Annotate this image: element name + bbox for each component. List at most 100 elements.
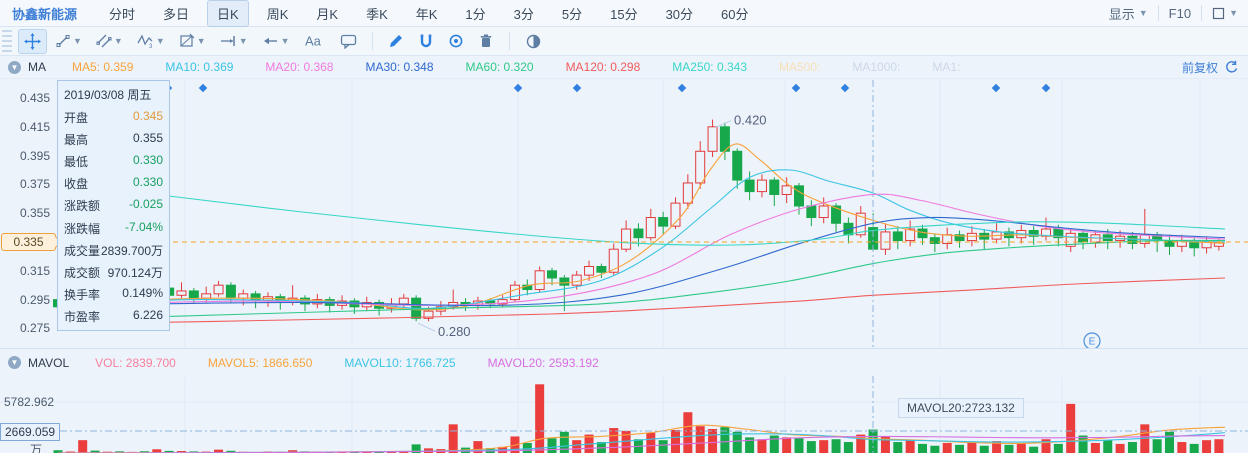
ray-tool-icon[interactable]: ▼	[214, 29, 254, 53]
event-diamond-icon[interactable]	[791, 83, 801, 93]
volume-bar	[1029, 446, 1039, 453]
mavol-item-2: MAVOL10: 1766.725	[344, 355, 456, 370]
channel-tool-icon[interactable]: ▼	[90, 29, 129, 53]
candle-body	[497, 299, 508, 305]
pattern-tool-icon[interactable]: ▼	[173, 29, 212, 53]
tab-1分[interactable]: 1分	[465, 6, 486, 22]
volume-bar	[621, 430, 631, 453]
tab-30分[interactable]: 30分	[665, 6, 694, 22]
volume-bar	[1214, 439, 1224, 453]
event-circle-icon[interactable]	[1083, 332, 1101, 348]
candle-body	[756, 179, 767, 193]
ma-item-7: MA500:	[779, 60, 821, 74]
wave-tool-icon[interactable]: 3 ▼	[131, 29, 171, 53]
candle-body	[806, 205, 817, 219]
tab-5分[interactable]: 5分	[561, 6, 583, 22]
tab-60分[interactable]: 60分	[721, 6, 749, 22]
ma-item-0: MA5: 0.359	[72, 60, 134, 74]
candle-body	[831, 205, 842, 224]
volume-bar	[1041, 439, 1051, 453]
divider	[371, 32, 373, 50]
mavol-values: VOL: 2839.700 MAVOL5: 1866.650 MAVOL10: 17…	[95, 356, 631, 370]
volume-chart-pane[interactable]: 5782.962 2669.059 万	[0, 376, 1248, 453]
event-diamond-icon[interactable]	[991, 83, 1001, 93]
volume-bar	[806, 441, 816, 453]
volume-bar	[819, 440, 829, 453]
volume-bar	[53, 450, 63, 453]
volume-bar	[658, 440, 668, 453]
event-diamond-icon[interactable]	[513, 83, 523, 93]
volume-bar	[609, 428, 619, 453]
ma-item-8: MA1000:	[852, 60, 901, 74]
tooltip-row: 最高 0.355	[64, 130, 163, 147]
price-axis-label: 0.415	[19, 119, 50, 134]
ma-item-6: MA250: 0.343	[672, 60, 747, 74]
collapse-mavol-icon[interactable]: ▼	[8, 356, 21, 369]
ma-item-3: MA30: 0.348	[365, 60, 434, 74]
chevron-down-icon: ▼	[1138, 8, 1148, 18]
trash-tool-icon[interactable]	[472, 29, 500, 53]
ma-item-9: MA1:	[932, 60, 961, 74]
volume-chart[interactable]	[0, 376, 1248, 453]
volume-bar	[1115, 443, 1125, 453]
tab-分时[interactable]: 分时	[109, 6, 136, 22]
trendline-tool-icon[interactable]: ▼	[49, 29, 88, 53]
arrow-left-tool-icon[interactable]: ▼	[256, 29, 296, 53]
volume-bar	[1090, 442, 1100, 453]
event-diamond-icon[interactable]	[1041, 83, 1051, 93]
tooltip-row: 换手率 0.149%	[64, 286, 163, 303]
tab-15分[interactable]: 15分	[610, 6, 638, 22]
volume-bar	[856, 434, 866, 453]
pan-tool-icon[interactable]	[18, 28, 47, 54]
contrast-tool-icon[interactable]	[519, 29, 548, 54]
volume-bar	[386, 451, 396, 453]
volume-bar	[720, 427, 730, 453]
candle-body	[966, 232, 977, 242]
candlestick-chart[interactable]: 0.420 0.280 E	[0, 79, 1248, 348]
volume-bar	[967, 442, 977, 453]
candle-body	[732, 150, 743, 181]
event-diamond-icon[interactable]	[572, 83, 582, 93]
chevron-down-icon: ▼	[155, 36, 165, 46]
candle-body	[658, 217, 669, 227]
tab-日K[interactable]: 日K	[207, 0, 249, 27]
volume-bar	[78, 440, 88, 453]
text-tool-icon[interactable]: Aa	[298, 29, 332, 53]
target-tool-icon[interactable]	[442, 29, 470, 53]
tooltip-row: 涨跌额 -0.025	[64, 197, 163, 214]
candle-body	[707, 126, 718, 152]
chevron-down-icon: ▼	[280, 36, 290, 46]
candle-body	[621, 228, 632, 250]
tab-季K[interactable]: 季K	[366, 6, 388, 22]
event-diamond-icon[interactable]	[677, 83, 687, 93]
f10-button[interactable]: F10	[1169, 6, 1191, 21]
comment-tool-icon[interactable]	[334, 29, 363, 53]
volume-bar	[226, 450, 236, 453]
toolbar-grip-handle[interactable]	[2, 30, 12, 52]
volume-bar	[1177, 442, 1187, 453]
candle-body	[781, 185, 792, 195]
candle-body	[201, 293, 212, 299]
topbar-right: 显示 ▼ F10 ▼	[1109, 4, 1238, 23]
display-menu-button[interactable]: 显示 ▼	[1109, 4, 1148, 23]
tab-年K[interactable]: 年K	[415, 6, 438, 22]
volume-bar	[992, 441, 1002, 453]
event-diamond-icon[interactable]	[198, 83, 208, 93]
candle-body	[744, 179, 755, 193]
tab-月K[interactable]: 月K	[316, 6, 339, 22]
tab-周K[interactable]: 周K	[266, 6, 289, 22]
volume-bar	[214, 449, 224, 453]
stock-name[interactable]: 协鑫新能源	[12, 6, 78, 22]
tab-3分[interactable]: 3分	[513, 6, 534, 22]
adjust-mode-button[interactable]: 前复权	[1181, 60, 1218, 75]
candlestick-chart-pane[interactable]: 0.420 0.280 E 0.435 0.415 0.395 0.375 0.355 0.3…	[0, 79, 1248, 348]
layout-button[interactable]: ▼	[1212, 7, 1238, 20]
volume-bar	[448, 424, 458, 453]
undo-icon[interactable]	[1224, 60, 1238, 74]
collapse-ma-icon[interactable]: ▼	[8, 60, 21, 74]
magnet-tool-icon[interactable]	[412, 29, 440, 53]
event-diamond-icon[interactable]	[840, 83, 850, 93]
ma-line-MA60	[57, 239, 1226, 321]
tab-多日[interactable]: 多日	[163, 6, 190, 22]
pencil-tool-icon[interactable]	[382, 29, 410, 53]
